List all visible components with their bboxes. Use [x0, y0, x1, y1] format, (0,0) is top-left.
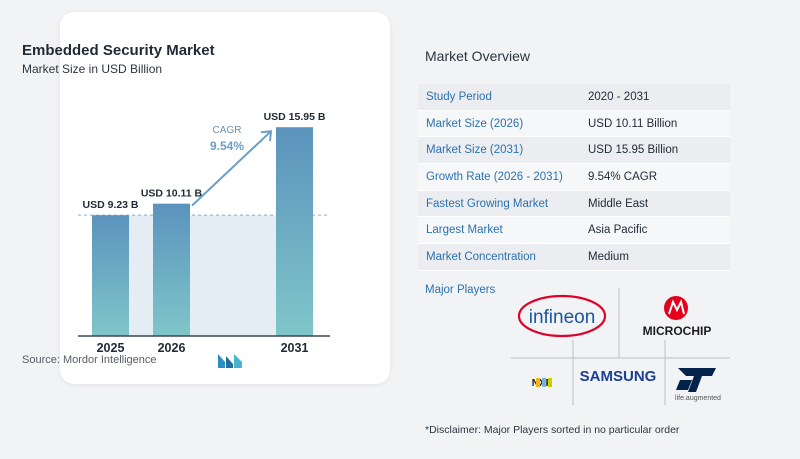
chart-subtitle: Market Size in USD Billion — [22, 62, 163, 76]
bar-2026 — [153, 203, 190, 336]
svg-text:NXP: NXP — [532, 378, 553, 389]
overview-row-label: Market Size (2031) — [426, 144, 524, 157]
bar-chart: USD 9.23 B 2025 USD 10.11 B 2026 USD 15.95 B… — [78, 111, 330, 355]
svg-text:SAMSUNG: SAMSUNG — [580, 368, 657, 385]
overview-row-value: Middle East — [588, 197, 649, 210]
overview-row: Fastest Growing Market Middle East — [418, 190, 730, 218]
overview-row-value: USD 10.11 Billion — [588, 117, 678, 130]
source-note: Source: Mordor Intelligence — [22, 354, 157, 366]
svg-text:MICROCHIP: MICROCHIP — [643, 324, 712, 338]
bar-2031 — [276, 127, 313, 336]
cagr-value: 9.54% — [210, 139, 244, 153]
overview-row: Study Period 2020 - 2031 — [418, 84, 730, 111]
overview-row-label: Market Concentration — [426, 250, 536, 263]
overview-table: Study Period 2020 - 2031 Market Size (2026… — [418, 84, 730, 271]
overview-row-value: Medium — [588, 250, 629, 263]
infineon-logo: infineon — [517, 294, 607, 338]
overview-row: Market Concentration Medium — [418, 244, 730, 271]
overview-title: Market Overview — [425, 48, 531, 64]
bar-value-label: USD 10.11 B — [141, 188, 203, 200]
bar-value-label: USD 15.95 B — [264, 111, 326, 123]
x-tick-label: 2026 — [158, 341, 186, 355]
overview-row-label: Largest Market — [426, 224, 503, 237]
st-logo: life.augmented — [675, 368, 721, 402]
overview-row: Growth Rate (2026 - 2031) 9.54% CAGR — [418, 164, 730, 191]
overview-row-value: 2020 - 2031 — [588, 90, 650, 103]
nxp-logo: NXP — [532, 378, 553, 389]
x-tick-label: 2025 — [97, 341, 125, 355]
overview-row: Market Size (2026) USD 10.11 Billion — [418, 110, 730, 138]
overview-row: Largest Market Asia Pacific — [418, 217, 730, 245]
overview-row-label: Growth Rate (2026 - 2031) — [426, 170, 563, 183]
cagr-label: CAGR — [213, 125, 242, 136]
players-label: Major Players — [425, 284, 496, 296]
disclaimer: *Disclaimer: Major Players sorted in no … — [425, 424, 680, 436]
x-tick-label: 2031 — [281, 341, 309, 355]
overview-row-label: Study Period — [426, 90, 492, 103]
bar-value-label: USD 9.23 B — [82, 199, 138, 211]
samsung-logo: SAMSUNG — [580, 368, 657, 385]
cagr-arrow — [191, 130, 272, 207]
svg-text:infineon: infineon — [529, 307, 596, 328]
overview-row: Market Size (2031) USD 15.95 Billion — [418, 137, 730, 165]
overview-row-value: 9.54% CAGR — [588, 170, 658, 183]
overview-row-value: USD 15.95 Billion — [588, 144, 679, 157]
overview-row-label: Fastest Growing Market — [426, 197, 549, 210]
microchip-logo: MICROCHIP — [643, 296, 712, 338]
chart-title: Embedded Security Market — [22, 42, 215, 59]
svg-text:life.augmented: life.augmented — [675, 395, 721, 402]
mordor-logo-icon — [218, 354, 242, 368]
overview-row-value: Asia Pacific — [588, 224, 648, 237]
bar-2025 — [92, 215, 129, 336]
overview-row-label: Market Size (2026) — [426, 117, 524, 130]
cagr-arrow-head — [260, 130, 273, 142]
